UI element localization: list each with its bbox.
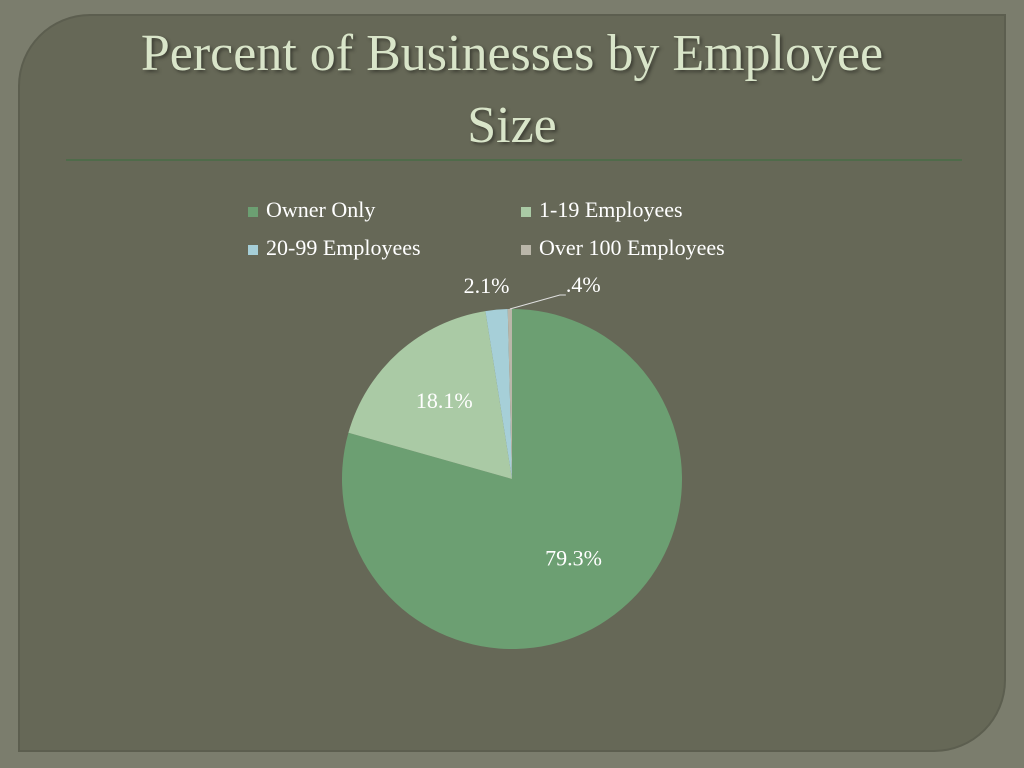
data-label: 18.1% [416,388,473,413]
data-label: .4% [566,272,601,297]
legend-swatch [248,207,258,217]
pie-slice [485,309,512,479]
legend-label: Owner Only [266,197,375,222]
legend-label: Over 100 Employees [539,235,725,260]
pie-slice [507,309,512,479]
pie-slice [342,309,683,649]
legend-swatch [248,245,258,255]
pie-slice [348,311,512,479]
legend-swatch [521,245,531,255]
data-label: 2.1% [464,273,510,298]
chart-title: Percent of Businesses by Employee Size [140,25,884,154]
legend-label: 1-19 Employees [539,197,683,222]
data-label: 79.3% [545,545,602,570]
legend-swatch [521,207,531,217]
legend-label: 20-99 Employees [266,235,421,260]
leader-line [509,294,566,310]
